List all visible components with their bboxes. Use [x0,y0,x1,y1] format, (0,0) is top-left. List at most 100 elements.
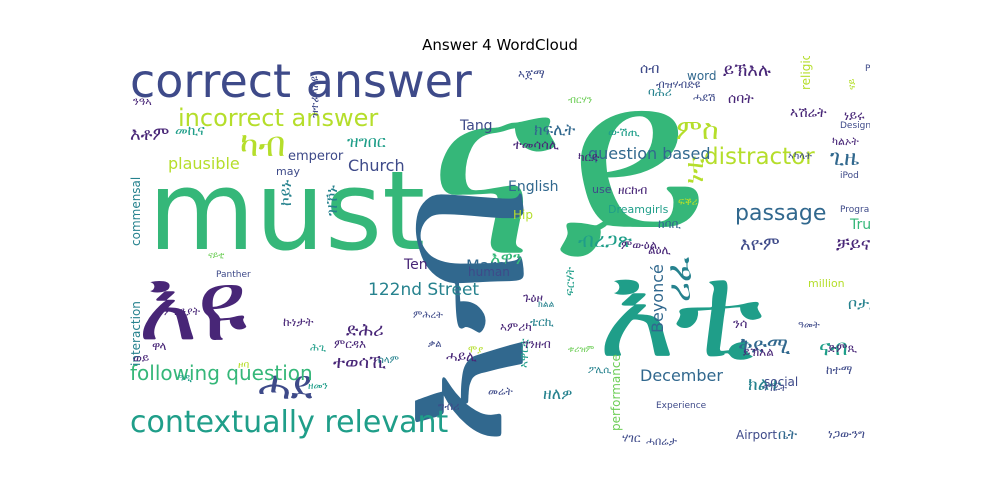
cloud-word: ካብ [240,125,286,165]
cloud-word: million [808,277,845,290]
cloud-word: ብረጋጽ [578,228,633,252]
cloud-word: religious [799,56,813,90]
cloud-word: ድምጺ [828,341,858,355]
cloud-word: ልዕሊ [648,243,671,257]
cloud-word: ነጋውንግ [828,427,865,441]
cloud-word: ሰብ [640,61,660,77]
cloud-word: ቱሪዝም [568,345,595,355]
cloud-word: ተወሳኺ [333,352,387,373]
cloud-word: Ten [404,257,428,273]
cloud-word: ሃገር [622,431,641,445]
cloud-word: ቅድሚ [738,334,791,359]
cloud-word: may [276,165,300,178]
cloud-word: Airport [736,428,778,442]
cloud-word: እዋን [490,248,523,269]
cloud-word: human [468,265,510,279]
cloud-word: ኣጀማ [518,67,545,81]
cloud-word: Tang [460,118,493,134]
cloud-word: iPod [840,171,859,181]
cloud-word: ካርድ [578,150,600,164]
cloud-word: ናይቲ [208,251,225,261]
cloud-word: Program [840,205,870,215]
cloud-word: Experience [656,401,707,411]
cloud-word: ምክንያት [164,305,201,318]
cloud-word: March [466,256,515,275]
cloud-word: ምስ [676,113,719,146]
cloud-word: ሰላም [378,355,400,366]
cloud-word: ናይ [847,78,858,90]
cloud-word: ፍቕሪ [678,197,698,208]
cloud-word: ይኽእል [743,345,774,359]
cloud-word: ግብሪ [438,400,460,413]
cloud-word: ሓይሊ [446,349,477,365]
cloud-word: ከባቢ [658,217,681,231]
cloud-word: correct answer [130,56,472,108]
cloud-word: word [687,69,717,83]
cloud-word: መሬት [488,385,513,398]
cloud-word: True [850,217,870,233]
cloud-word: ክልተ [748,374,782,395]
cloud-word: ንሳ [733,317,748,332]
cloud-word: ሰባት [728,91,754,107]
cloud-word: ከተማ [826,363,853,377]
cloud-word: ቴርኪ [530,315,554,329]
cloud-word: ጊዜ [830,146,860,171]
cloud-word: ሪፈ [659,256,699,302]
cloud-word: plausible [168,154,240,173]
cloud-word: Design [840,121,870,131]
cloud-word: ዋላ [152,339,167,353]
cloud-word: Beyoncé [648,264,667,333]
cloud-word: ዓዲ [178,373,192,384]
cloud-word: performance [609,354,623,431]
cloud-word: social [764,375,799,389]
cloud-word: ኣሽሬት [790,105,827,121]
cloud-word: ቻይና [836,234,870,255]
cloud-word: ምሕረት [413,310,443,321]
cloud-word: ሓበሬታ [646,435,677,447]
cloud-word: ባሕሪ [648,85,672,99]
cloud-word: ምርዳእ [334,337,367,351]
cloud-word: passage [735,201,827,226]
cloud-word: Panther [216,270,251,280]
cloud-word: ሞያ [468,345,484,356]
cloud-word: ፍርሃት [563,266,577,296]
cloud-word: ናብ [819,336,848,361]
cloud-word: 122nd Street [368,280,480,300]
cloud-word: ነይሩ [844,109,865,124]
cloud-word: ቃል [428,339,442,350]
cloud-word: question based [588,144,711,163]
cloud-word: ሓደ [258,363,313,409]
cloud-word: ሓደሽ [693,91,716,104]
cloud-word: ዝተፈላለዩ [308,76,321,118]
cloud-word: እቶም [130,124,170,145]
word-cloud: ናይ must እዩ ኣብ እቲ correct answer contextually r… [128,56,870,447]
cloud-word: emperor [288,149,344,164]
cloud-word: ሕጊ [310,341,327,354]
cloud-word: ምውዕል [621,238,658,252]
cloud-word: Hip [513,208,533,222]
cloud-word: Dreamgirls [608,203,669,216]
cloud-word: ዓመት [798,320,820,331]
cloud-word: ካልኦት [832,135,859,148]
cloud-word: incorrect answer [178,104,379,132]
cloud-word: ናይ [428,56,709,311]
cloud-word: must [148,147,426,275]
cloud-word: መኪና [175,123,205,139]
cloud-word: ዞባ [238,360,250,371]
cloud-word: ክፍሊት [534,120,576,139]
cloud-word: ኣካላት [788,151,812,162]
cloud-word: ዝኾኑ [322,185,341,216]
cloud-word: distractor [704,144,815,170]
cloud-word: use [592,183,612,196]
cloud-word: English [508,179,559,195]
cloud-word: ገንዘብ [523,337,551,351]
cloud-word: ብዝሃብድዩ [656,78,701,91]
cloud-word: ውሽጢ [608,125,640,139]
cloud-word: ቤት [778,427,798,443]
cloud-word: ዘመን [308,381,328,392]
cloud-word: ኣምሪካ [500,320,532,334]
cloud-word: ቦታታት [848,294,870,313]
cloud-word: እዮም [740,234,780,255]
cloud-word: ኩነታት [283,315,314,329]
cloud-word: ፖሊሲ [588,365,612,376]
